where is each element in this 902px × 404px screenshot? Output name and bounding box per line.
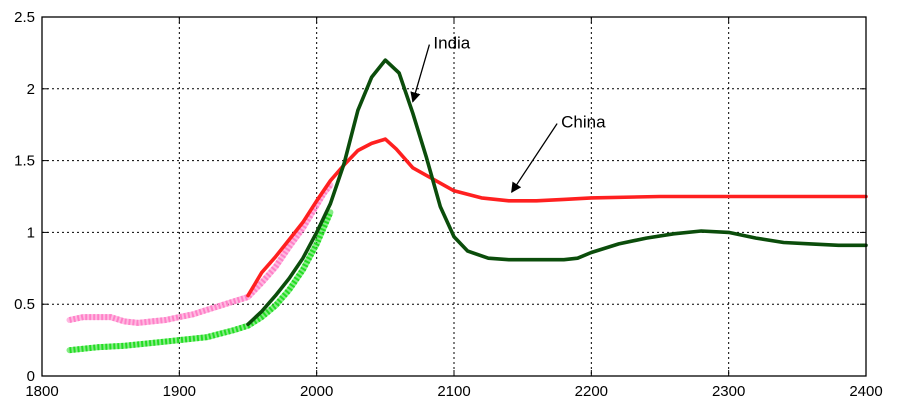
annotation-arrow-india: [410, 44, 431, 103]
x-tick-label: 1800: [25, 383, 58, 400]
series-line-dotted-0-band: [66, 182, 334, 326]
series-line-china: [246, 137, 868, 298]
y-tick-label: 0: [27, 368, 35, 385]
series-dotted-0: [66, 182, 334, 326]
series-line-dotted-1: [69, 211, 334, 354]
series-dotted-1: [66, 209, 334, 354]
x-tick-label: 2200: [575, 383, 608, 400]
tick-marks: [41, 16, 867, 377]
y-tick-label: 1.5: [14, 153, 35, 170]
x-tick-label: 2400: [849, 383, 882, 400]
y-tick-label: 2: [27, 81, 35, 98]
y-tick-label: 2.5: [14, 9, 35, 26]
tick-labels: 1800 1900 2000 2100 2200 2300 2400 0 0.5 1 1.5 2 2.5: [14, 9, 883, 400]
annotations: India China: [410, 34, 606, 194]
y-tick-label: 1: [27, 224, 35, 241]
x-tick-label: 2000: [300, 383, 333, 400]
series-line-india: [246, 58, 868, 327]
x-tick-label: 1900: [163, 383, 196, 400]
annotation-arrow-china: [511, 123, 558, 194]
series-layer: [66, 58, 868, 354]
annotation-label-china: China: [561, 113, 606, 132]
x-tick-label: 2100: [437, 383, 470, 400]
series-india: [246, 58, 868, 327]
annotation-label-india: India: [433, 34, 470, 53]
x-tick-label: 2300: [712, 383, 745, 400]
series-china: [246, 137, 868, 298]
y-tick-label: 0.5: [14, 296, 35, 313]
